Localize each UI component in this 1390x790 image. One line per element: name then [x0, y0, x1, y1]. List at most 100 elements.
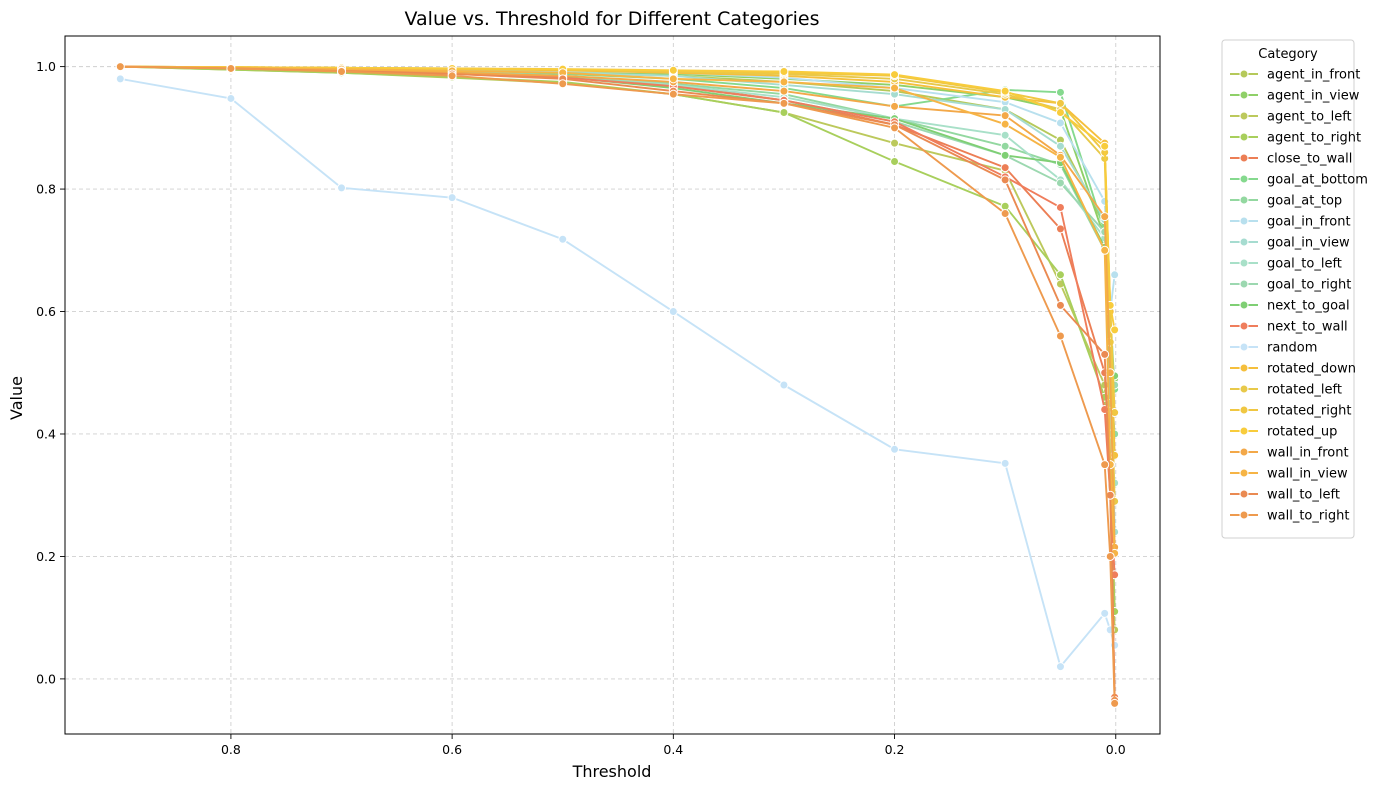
- legend-item: agent_in_view: [1230, 89, 1360, 104]
- data-point: [1000, 141, 1010, 151]
- series-rotated_down: [115, 62, 1120, 460]
- data-point: [337, 67, 347, 77]
- legend-item: close_to_wall: [1230, 152, 1352, 167]
- data-point: [779, 77, 789, 87]
- series-goal_to_right: [115, 62, 1120, 408]
- data-point: [1110, 325, 1120, 335]
- legend-item: agent_to_left: [1230, 110, 1352, 125]
- legend-marker: [1239, 321, 1249, 331]
- series-agent_in_view: [115, 62, 1120, 384]
- data-point: [1000, 175, 1010, 185]
- plot-frame: [64, 35, 1161, 735]
- legend-item: next_to_goal: [1230, 299, 1350, 314]
- series-lines: [115, 62, 1120, 708]
- data-point: [226, 63, 236, 73]
- series-goal_in_view: [115, 62, 1120, 537]
- data-point: [1055, 202, 1065, 212]
- legend-label: next_to_goal: [1267, 299, 1350, 314]
- legend-item: goal_at_bottom: [1230, 173, 1368, 188]
- legend-label: close_to_wall: [1267, 152, 1352, 167]
- series-next_to_wall: [115, 62, 1120, 580]
- legend-item: rotated_left: [1230, 383, 1342, 398]
- data-point: [890, 70, 900, 80]
- legend-label: agent_to_right: [1267, 131, 1361, 146]
- x-axis-title: Threshold: [572, 762, 652, 781]
- series-line: [120, 65, 1116, 612]
- legend-label: goal_in_view: [1267, 236, 1350, 251]
- data-point: [779, 67, 789, 77]
- legend-label: agent_to_left: [1267, 110, 1352, 125]
- legend-marker: [1239, 174, 1249, 184]
- chart-title: Value vs. Threshold for Different Catego…: [405, 8, 820, 30]
- series-line: [120, 65, 1116, 390]
- data-point: [447, 71, 457, 81]
- legend: Category agent_in_front agent_in_viewagent…: [1221, 39, 1368, 539]
- data-point: [558, 79, 568, 89]
- legend-marker: [1239, 363, 1249, 373]
- legend-label: agent_in_front: [1267, 68, 1360, 83]
- legend-frame: [1221, 39, 1355, 539]
- data-point: [1055, 87, 1065, 97]
- series-line: [120, 65, 1116, 612]
- series-wall_to_right: [115, 62, 1120, 708]
- data-point: [1055, 118, 1065, 128]
- series-next_to_goal: [115, 62, 1120, 381]
- data-point: [668, 74, 678, 84]
- data-point: [668, 65, 678, 75]
- data-point: [890, 444, 900, 454]
- legend-label: wall_to_right: [1267, 509, 1349, 524]
- legend-marker: [1239, 216, 1249, 226]
- data-point: [1055, 270, 1065, 280]
- data-point: [1000, 111, 1010, 121]
- series-line: [120, 65, 1116, 630]
- y-tick-label: 0.2: [36, 549, 56, 564]
- legend-label: rotated_down: [1267, 362, 1356, 377]
- y-tick-label: 0.8: [36, 182, 56, 197]
- data-point: [1000, 458, 1010, 468]
- legend-label: random: [1267, 341, 1317, 356]
- data-point: [890, 138, 900, 148]
- data-point: [1000, 209, 1010, 219]
- legend-label: agent_in_view: [1267, 89, 1360, 104]
- legend-marker: [1239, 111, 1249, 121]
- data-point: [668, 307, 678, 317]
- legend-item: rotated_up: [1230, 425, 1337, 440]
- data-point: [1055, 331, 1065, 341]
- data-point: [890, 83, 900, 93]
- series-line: [120, 65, 1116, 704]
- y-tick-label: 0.0: [36, 671, 56, 686]
- legend-marker: [1239, 195, 1249, 205]
- series-line: [120, 65, 1116, 548]
- legend-marker: [1239, 90, 1249, 100]
- data-point: [1000, 86, 1010, 96]
- data-point: [1055, 98, 1065, 108]
- legend-marker: [1239, 132, 1249, 142]
- legend-label: rotated_left: [1267, 383, 1342, 398]
- data-point: [558, 234, 568, 244]
- data-point: [1000, 150, 1010, 160]
- data-point: [1100, 212, 1110, 222]
- data-point: [779, 86, 789, 96]
- legend-item: agent_in_front: [1230, 68, 1360, 83]
- data-point: [115, 74, 125, 84]
- data-point: [1000, 119, 1010, 129]
- data-point: [447, 193, 457, 203]
- data-point: [890, 123, 900, 133]
- series-random: [115, 74, 1120, 672]
- data-point: [1000, 130, 1010, 140]
- series-agent_in_front: [115, 62, 1120, 617]
- data-point: [1100, 608, 1110, 618]
- legend-marker: [1239, 384, 1249, 394]
- data-point: [1110, 270, 1120, 280]
- x-tick-label: 0.8: [221, 742, 241, 757]
- data-point: [779, 108, 789, 118]
- data-point: [1100, 141, 1110, 151]
- data-point: [1055, 141, 1065, 151]
- legend-marker: [1239, 447, 1249, 457]
- series-goal_at_top: [115, 62, 1120, 439]
- data-point: [1055, 300, 1065, 310]
- legend-marker: [1239, 426, 1249, 436]
- legend-marker: [1239, 279, 1249, 289]
- grid: [65, 36, 1160, 734]
- data-point: [779, 98, 789, 108]
